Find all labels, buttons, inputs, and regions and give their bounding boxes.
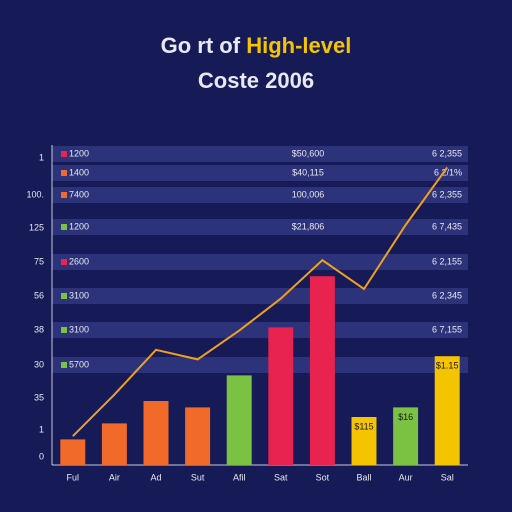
x-tick-label: Sot (316, 472, 330, 482)
row-swatch (61, 362, 67, 368)
y-axis-label: 75 (34, 256, 44, 266)
row-swatch (61, 224, 67, 230)
row-swatch (61, 192, 67, 198)
x-tick-label: Air (109, 472, 120, 482)
bar-note: $115 (354, 421, 373, 431)
bar (226, 375, 252, 465)
row-stripe (52, 288, 468, 304)
row-right: 6 2,345 (432, 290, 462, 300)
row-left: 1400 (69, 167, 89, 177)
row-swatch (61, 259, 67, 265)
row-swatch (61, 170, 67, 176)
y-axis-label: 100. (26, 189, 44, 199)
row-left: 1200 (69, 221, 89, 231)
row-mid: $21,806 (292, 221, 325, 231)
y-axis-label: 38 (34, 324, 44, 334)
chart-title: Go rt of High-level (161, 33, 352, 58)
row-right: 6 2/1% (434, 167, 462, 177)
y-axis-label: 1 (39, 424, 44, 434)
row-stripe (52, 322, 468, 338)
x-tick-label: Sut (191, 472, 205, 482)
bar (101, 423, 127, 465)
x-tick-label: Ball (356, 472, 371, 482)
bar (185, 407, 211, 465)
row-left: 2600 (69, 256, 89, 266)
title-part: Go rt of (161, 33, 241, 58)
row-stripe (52, 219, 468, 235)
row-stripe (52, 165, 468, 181)
title-highlight: High-level (246, 33, 351, 58)
row-swatch (61, 327, 67, 333)
y-axis-label: 30 (34, 359, 44, 369)
row-right: 6 7,435 (432, 221, 462, 231)
row-swatch (61, 151, 67, 157)
row-left: 5700 (69, 359, 89, 369)
bar (393, 407, 419, 465)
row-right: 6 2,355 (432, 148, 462, 158)
row-stripe (52, 254, 468, 270)
x-tick-label: Sal (441, 472, 454, 482)
x-tick-label: Afil (233, 472, 246, 482)
row-stripe (52, 357, 468, 373)
y-axis-label: 1 (39, 152, 44, 162)
row-left: 3100 (69, 324, 89, 334)
row-right: 6 2,355 (432, 189, 462, 199)
bar (309, 276, 335, 465)
y-axis-label: 125 (29, 222, 44, 232)
row-left: 7400 (69, 189, 89, 199)
bar (143, 401, 169, 465)
bar (351, 417, 377, 465)
x-tick-label: Ful (67, 472, 80, 482)
bar (434, 356, 460, 465)
row-left: 1200 (69, 148, 89, 158)
row-right: 6 7,155 (432, 324, 462, 334)
trend-line (72, 166, 449, 437)
row-mid: $50,600 (292, 148, 325, 158)
y-axis-label: 35 (34, 392, 44, 402)
row-stripe (52, 146, 468, 162)
row-right: 6 2,155 (432, 256, 462, 266)
y-axis-label: 0 (39, 451, 44, 461)
bar-note: $1.15 (436, 361, 459, 371)
row-stripe (52, 187, 468, 203)
x-tick-label: Ad (150, 472, 161, 482)
row-swatch (61, 293, 67, 299)
bar-note: $16 (398, 412, 413, 422)
x-tick-label: Sat (274, 472, 288, 482)
row-left: 3100 (69, 290, 89, 300)
bar (60, 439, 86, 465)
chart-subtitle: Coste 2006 (198, 68, 314, 93)
x-tick-label: Aur (399, 472, 413, 482)
row-mid: $40,115 (292, 167, 324, 177)
row-mid: 100,006 (292, 189, 325, 199)
bar (268, 327, 294, 465)
y-axis-label: 56 (34, 290, 44, 300)
